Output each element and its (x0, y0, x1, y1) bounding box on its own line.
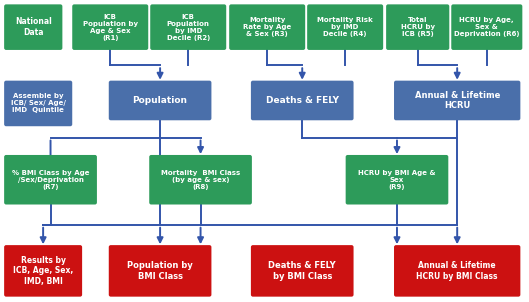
FancyBboxPatch shape (394, 245, 521, 297)
Text: Results by
ICB, Age, Sex,
IMD, BMI: Results by ICB, Age, Sex, IMD, BMI (13, 256, 73, 286)
FancyBboxPatch shape (72, 4, 148, 50)
Text: Annual & Lifetime
HCRU: Annual & Lifetime HCRU (415, 91, 500, 110)
Text: Mortality Risk
by IMD
Decile (R4): Mortality Risk by IMD Decile (R4) (317, 17, 373, 37)
FancyBboxPatch shape (149, 155, 252, 204)
FancyBboxPatch shape (386, 4, 449, 50)
FancyBboxPatch shape (109, 81, 212, 120)
Text: Mortality
Rate by Age
& Sex (R3): Mortality Rate by Age & Sex (R3) (243, 17, 291, 37)
FancyBboxPatch shape (4, 245, 82, 297)
FancyBboxPatch shape (345, 155, 448, 204)
Text: Deaths & FELY: Deaths & FELY (266, 96, 339, 105)
FancyBboxPatch shape (4, 81, 72, 126)
Text: Population by
BMI Class: Population by BMI Class (127, 261, 193, 281)
Text: HCRU by BMI Age &
Sex
(R9): HCRU by BMI Age & Sex (R9) (358, 170, 436, 190)
Text: Population: Population (133, 96, 188, 105)
FancyBboxPatch shape (451, 4, 522, 50)
FancyBboxPatch shape (229, 4, 305, 50)
Text: Assemble by
ICB/ Sex/ Age/
IMD  Quintile: Assemble by ICB/ Sex/ Age/ IMD Quintile (11, 93, 66, 114)
Text: % BMI Class by Age
/Sex/Deprivation
(R7): % BMI Class by Age /Sex/Deprivation (R7) (12, 170, 89, 190)
Text: Deaths & FELY
by BMI Class: Deaths & FELY by BMI Class (268, 261, 336, 281)
FancyBboxPatch shape (251, 81, 353, 120)
FancyBboxPatch shape (394, 81, 521, 120)
Text: Total
HCRU by
ICB (R5): Total HCRU by ICB (R5) (400, 17, 435, 37)
Text: ICB
Population by
Age & Sex
(R1): ICB Population by Age & Sex (R1) (83, 14, 138, 41)
Text: National
Data: National Data (15, 18, 52, 37)
FancyBboxPatch shape (4, 4, 62, 50)
Text: Annual & Lifetime
HCRU by BMI Class: Annual & Lifetime HCRU by BMI Class (416, 261, 498, 281)
FancyBboxPatch shape (251, 245, 353, 297)
Text: Mortality  BMI Class
(by age & sex)
(R8): Mortality BMI Class (by age & sex) (R8) (161, 170, 240, 190)
Text: ICB
Population
by IMD
Decile (R2): ICB Population by IMD Decile (R2) (167, 14, 210, 41)
FancyBboxPatch shape (150, 4, 226, 50)
FancyBboxPatch shape (4, 155, 97, 204)
FancyBboxPatch shape (109, 245, 212, 297)
FancyBboxPatch shape (307, 4, 383, 50)
Text: HCRU by Age,
Sex &
Deprivation (R6): HCRU by Age, Sex & Deprivation (R6) (454, 17, 519, 37)
